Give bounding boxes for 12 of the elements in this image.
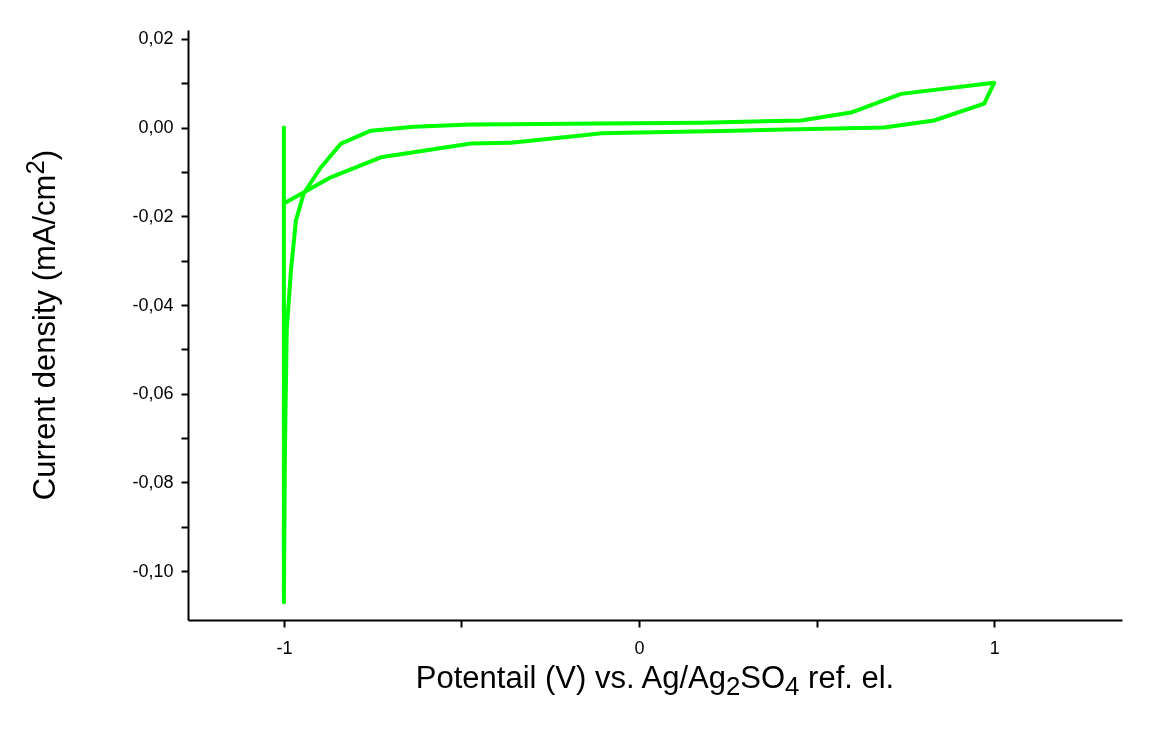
y-tick-label: -0,08 [132, 471, 174, 492]
x-axis-title: Potentail (V) vs. Ag/Ag$_{2}$SO$_{4}$ ref. el. [415, 660, 895, 702]
y-tick-label: -0,02 [132, 205, 174, 226]
y-tick-label: -0,06 [132, 383, 174, 404]
y-tick-label: 0,02 [138, 28, 174, 49]
y-tick-label: -0,10 [132, 560, 174, 581]
x-tick-label: -1 [276, 637, 293, 658]
line-series [281, 80, 997, 605]
x-tick-label: 1 [989, 637, 1000, 658]
y-tick-label: 0,00 [138, 117, 174, 138]
x-tick-label: 0 [634, 637, 645, 658]
y-tick-label: -0,04 [132, 294, 174, 315]
